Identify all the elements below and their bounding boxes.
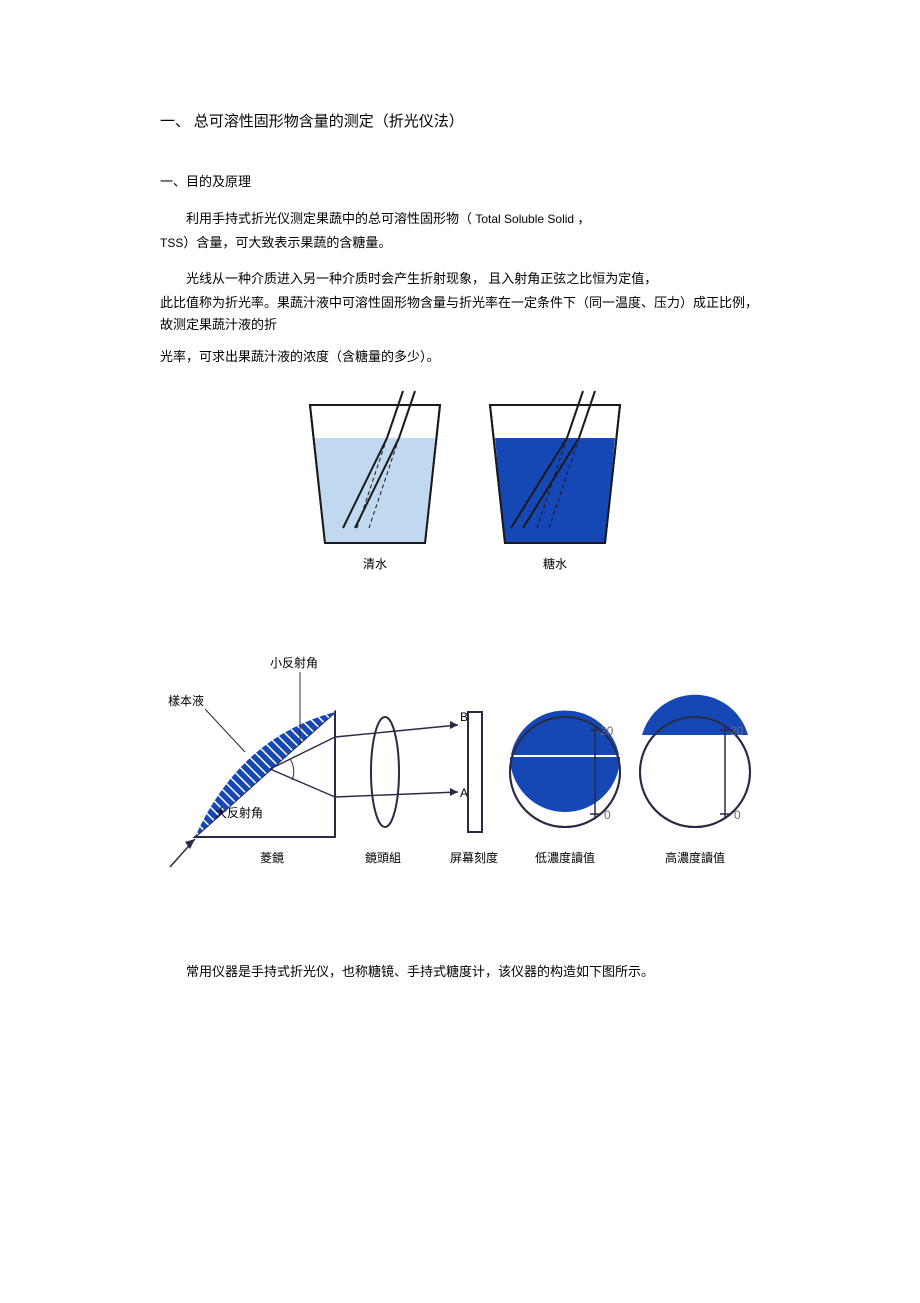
figure-refractometer-principle: 樣本液 小反射角 大反射角 菱鏡 鏡頭組 B A 屏幕刻度 xyxy=(160,617,770,901)
paragraph-2: TSS）含量，可大致表示果蔬的含糖量。 xyxy=(160,232,770,254)
page-title: 一、 总可溶性固形物含量的测定（折光仪法） xyxy=(160,110,770,131)
label-prism: 菱鏡 xyxy=(260,850,284,865)
paragraph-4: 此比值称为折光率。果蔬汁液中可溶性固形物含量与折光率在一定条件下（同一温度、压力… xyxy=(160,292,770,336)
label-clear-water: 清水 xyxy=(363,557,387,571)
label-sample-liquid: 樣本液 xyxy=(168,693,204,708)
scale-0: 0 xyxy=(604,808,611,822)
text-english: Total Soluble Solid xyxy=(472,212,577,226)
low-concentration-reading: 0 20 低濃度讀值 xyxy=(510,710,620,865)
label-screen: 屏幕刻度 xyxy=(450,850,498,865)
paragraph-5: 光率，可求出果蔬汁液的浓度（含糖量的多少）。 xyxy=(160,346,770,368)
screen-scale: 屏幕刻度 xyxy=(450,712,498,865)
text-english: TSS xyxy=(160,236,183,250)
label-high-reading: 高濃度讀值 xyxy=(665,850,725,865)
text: 利用手持式折光仪测定果蔬中的总可溶性固形物（ xyxy=(186,211,472,226)
lens-group: 鏡頭組 xyxy=(365,717,401,865)
label-small-angle: 小反射角 xyxy=(270,655,318,670)
label-big-angle: 大反射角 xyxy=(215,805,263,820)
high-concentration-reading: 0 20 高濃度讀值 xyxy=(640,694,750,864)
scale-20: 20 xyxy=(600,724,614,738)
scale-0: 0 xyxy=(734,808,741,822)
label-sugar-water: 糖水 xyxy=(543,556,567,571)
label-lens: 鏡頭組 xyxy=(365,850,401,865)
figure-refraction-cups: 清水 糖水 xyxy=(160,383,770,587)
cup-sugar-water: 糖水 xyxy=(490,391,620,571)
paragraph-3: 光线从一种介质进入另一种介质时会产生折射现象， 且入射角正弦之比恒为定值， xyxy=(160,268,770,290)
section-heading: 一、目的及原理 xyxy=(160,171,770,190)
label-low-reading: 低濃度讀值 xyxy=(535,850,595,865)
text: ， xyxy=(577,211,590,226)
text: ）含量，可大致表示果蔬的含糖量。 xyxy=(183,235,391,250)
scale-20: 20 xyxy=(730,724,744,738)
paragraph-6: 常用仪器是手持式折光仪，也称糖镜、手持式糖度计，该仪器的构造如下图所示。 xyxy=(160,961,770,983)
label-B: B xyxy=(460,710,468,724)
prism xyxy=(170,712,335,867)
cup-clear-water: 清水 xyxy=(310,391,440,571)
label-A: A xyxy=(460,786,468,800)
paragraph-1: 利用手持式折光仪测定果蔬中的总可溶性固形物（ Total Soluble Sol… xyxy=(160,208,770,230)
